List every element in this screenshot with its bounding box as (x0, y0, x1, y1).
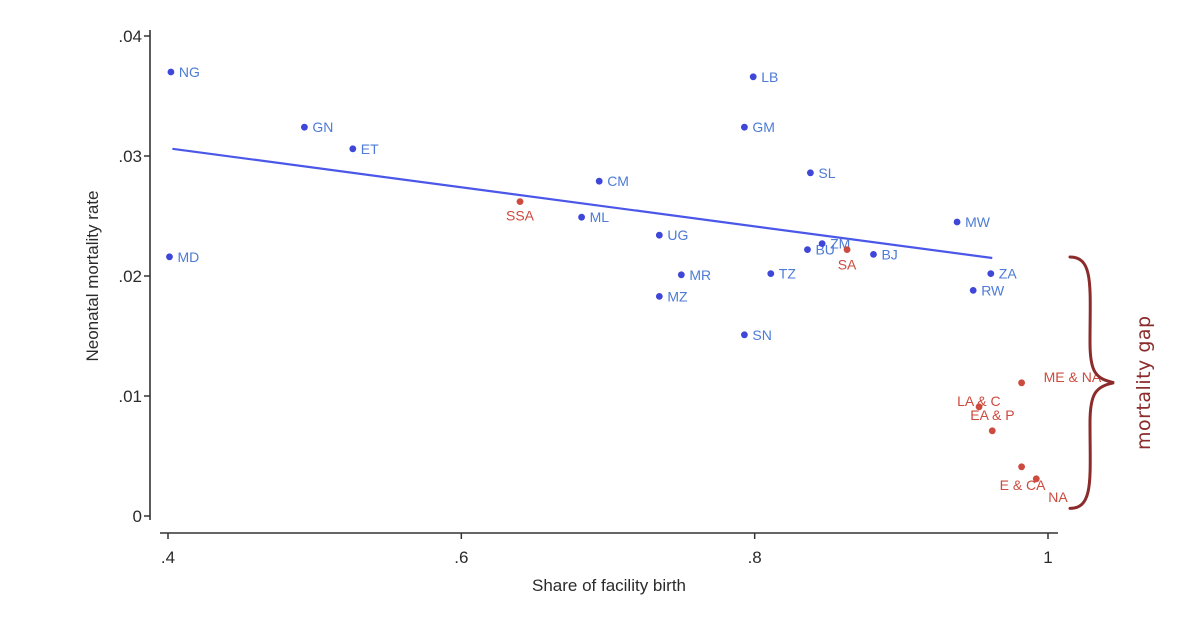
data-point-label: NG (179, 64, 200, 80)
data-point (167, 68, 175, 76)
data-point (767, 270, 775, 277)
data-point-label: LB (761, 69, 778, 85)
data-point (749, 73, 757, 81)
data-point-label: MR (689, 267, 711, 283)
data-point-label: TZ (779, 266, 797, 282)
data-point (1032, 475, 1040, 483)
data-point-label: NA (1048, 489, 1068, 505)
ticks: 0 .01 .02 .03 .04 .4 .6 .8 1 (118, 27, 1052, 567)
data-point (516, 198, 524, 206)
axes (149, 30, 1058, 534)
x-tick-label: 1 (1043, 548, 1052, 567)
data-point (818, 240, 826, 248)
data-point-label: MD (177, 249, 199, 265)
data-point (843, 246, 851, 254)
data-point-label: SN (752, 327, 771, 343)
annotation-group: mortality gap (1068, 255, 1155, 510)
data-point (349, 145, 357, 153)
data-point (301, 123, 308, 131)
data-point (870, 251, 877, 258)
data-point-label: CM (607, 173, 629, 189)
data-point-label: SL (818, 165, 835, 181)
data-point (741, 331, 748, 339)
data-point (975, 403, 983, 411)
data-point-label: SA (838, 257, 857, 273)
data-point (969, 287, 977, 294)
data-point-label: BJ (881, 246, 897, 262)
data-point-label: ML (590, 209, 610, 225)
data-point (987, 270, 995, 277)
data-point (1018, 379, 1025, 387)
data-point-label: SSA (506, 208, 535, 224)
x-tick-label: .6 (454, 548, 468, 567)
data-point (741, 123, 748, 131)
x-tick-label: .8 (748, 548, 762, 567)
data-point (1018, 463, 1025, 471)
data-point (578, 213, 585, 221)
gap-label: mortality gap (1133, 315, 1155, 450)
fit-line-group (172, 147, 993, 260)
data-point-label: EA & P (970, 407, 1014, 423)
data-point-label: RW (981, 282, 1005, 298)
data-point-label: ME & NA (1044, 369, 1102, 385)
fit-line (172, 147, 993, 260)
y-tick-label: 0 (133, 507, 142, 526)
y-tick-label: .04 (118, 27, 142, 46)
data-point (804, 246, 811, 254)
y-tick-label: .01 (118, 387, 142, 406)
y-tick-label: .02 (118, 267, 142, 286)
x-tick-label: .4 (161, 548, 175, 567)
data-point (595, 177, 603, 185)
data-point-label: GM (752, 119, 775, 135)
x-axis-title: Share of facility birth (532, 576, 686, 595)
data-point-label: GN (312, 119, 333, 135)
data-point (677, 271, 685, 279)
data-point-label: LA & C (957, 393, 1001, 409)
data-point-label: MZ (667, 288, 688, 304)
data-point (953, 218, 961, 226)
data-point-label: UG (667, 227, 688, 243)
gap-brace (1068, 255, 1115, 510)
data-point (166, 253, 173, 261)
data-point (988, 427, 996, 435)
data-point (655, 231, 663, 239)
data-point-label: ET (361, 141, 379, 157)
data-point (655, 293, 663, 300)
y-axis-title: Neonatal mortality rate (83, 190, 102, 361)
data-point-label: ZA (999, 266, 1018, 282)
y-tick-label: .03 (118, 147, 142, 166)
data-point (807, 169, 814, 177)
points-group: NGMDGNETCMMLUGMRMZLBGMSNTZSLBUZMBJMWZARW… (166, 64, 1102, 505)
data-point-label: MW (965, 214, 991, 230)
